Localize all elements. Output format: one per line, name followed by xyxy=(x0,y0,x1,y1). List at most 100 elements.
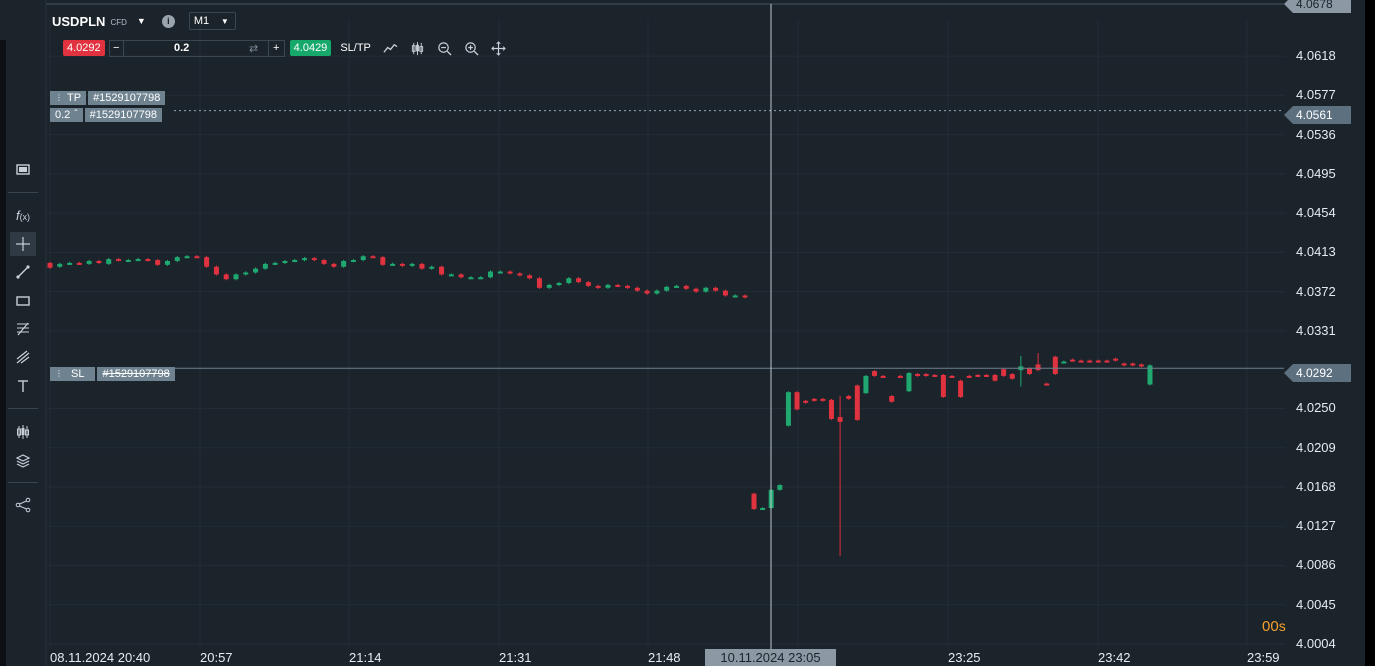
drag-handle-icon: ⋮ xyxy=(55,93,63,102)
price-axis-label: 4.0004 xyxy=(1296,636,1336,651)
pitchfork-icon[interactable] xyxy=(10,345,36,369)
share-icon[interactable] xyxy=(10,493,36,517)
swap-icon[interactable]: ⇄ xyxy=(249,42,259,55)
chart-type-icon[interactable] xyxy=(10,158,36,182)
candle xyxy=(135,259,141,262)
quantity-decrease-button[interactable]: − xyxy=(110,40,124,56)
timeframe-select[interactable]: M1 ▼ xyxy=(188,12,236,30)
sell-button[interactable]: 4.0292 xyxy=(63,40,105,56)
candle xyxy=(1009,373,1015,379)
trade-panel: 4.0292 − 0.2 ⇄ + 4.0429 SL/TP xyxy=(63,39,506,57)
candle xyxy=(811,398,817,401)
price-axis-label: 4.0413 xyxy=(1296,244,1336,260)
candle xyxy=(145,259,151,262)
symbol-name[interactable]: USDPLN xyxy=(52,13,106,29)
crosshair-price-tag: 4.0678 xyxy=(1284,0,1351,13)
rectangle-icon[interactable] xyxy=(10,289,36,313)
drawing-toolbar: f(x) xyxy=(6,150,38,530)
candle xyxy=(331,263,337,267)
buy-button[interactable]: 4.0429 xyxy=(289,40,332,56)
quantity-input[interactable]: 0.2 xyxy=(174,42,190,54)
candle xyxy=(57,263,63,267)
current-price: 4.0292 xyxy=(1296,366,1333,380)
sl-label: ⋮ SL xyxy=(50,367,96,381)
candle xyxy=(311,258,317,261)
time-axis-label: 21:31 xyxy=(499,650,532,665)
position-quantity: 0.2 ˆ xyxy=(50,108,83,122)
crosshair-time-label: 10.11.2024 23:05 xyxy=(705,649,836,666)
time-axis-label: 23:42 xyxy=(1098,650,1131,665)
candle xyxy=(67,262,73,265)
trendline-icon[interactable] xyxy=(10,260,36,284)
candle xyxy=(96,261,102,263)
chevron-up-icon[interactable]: ˆ xyxy=(74,109,78,120)
candle xyxy=(932,374,938,377)
move-icon[interactable] xyxy=(491,40,506,56)
crosshair-icon[interactable] xyxy=(10,232,36,256)
candle xyxy=(253,268,259,273)
time-axis-label: 20:57 xyxy=(200,650,233,665)
line-chart-icon[interactable] xyxy=(383,41,398,56)
info-icon[interactable]: i xyxy=(161,14,175,28)
position-tag[interactable]: 0.2 ˆ #1529107798 xyxy=(50,108,162,122)
candle xyxy=(751,493,757,509)
candle xyxy=(390,263,396,266)
candle xyxy=(302,258,308,261)
candle xyxy=(527,275,533,279)
candle xyxy=(1147,365,1153,385)
price-axis-label: 4.0454 xyxy=(1296,205,1336,221)
candle-countdown: 00s xyxy=(1262,618,1286,635)
candle xyxy=(458,274,464,278)
candle xyxy=(713,287,719,291)
candle xyxy=(292,260,298,263)
candle xyxy=(517,273,523,276)
candle xyxy=(889,396,895,402)
candle xyxy=(164,261,170,265)
zoom-in-icon[interactable] xyxy=(464,41,479,56)
price-axis-label: 4.0209 xyxy=(1296,439,1336,455)
price-axis-label: 4.0127 xyxy=(1296,518,1336,534)
candle xyxy=(380,257,386,265)
quantity-stepper[interactable]: − 0.2 ⇄ + xyxy=(108,39,285,57)
toolbar-divider xyxy=(8,192,38,193)
candle xyxy=(350,260,356,263)
candle xyxy=(605,284,611,288)
indicators-icon[interactable]: f(x) xyxy=(15,207,31,223)
position-price: 4.0561 xyxy=(1296,108,1333,122)
crosshair-price: 4.0678 xyxy=(1296,0,1333,11)
candle xyxy=(975,374,981,377)
candle xyxy=(86,261,92,264)
sl-tp-button[interactable]: SL/TP xyxy=(340,42,371,54)
candle xyxy=(272,262,278,265)
candle xyxy=(906,373,912,392)
symbol-header: USDPLN CFD ▼ i M1 ▼ xyxy=(52,11,236,31)
symbol-type: CFD xyxy=(110,17,127,27)
candle xyxy=(595,285,601,288)
text-icon[interactable] xyxy=(10,374,36,398)
candle xyxy=(1087,360,1093,363)
price-axis-label: 4.0372 xyxy=(1296,283,1336,299)
candle xyxy=(341,261,347,267)
price-axis-label: 4.0536 xyxy=(1296,126,1336,142)
current-price-tag: 4.0292 xyxy=(1284,364,1351,382)
candle xyxy=(923,373,929,376)
countdown-unit: s xyxy=(1278,618,1286,634)
candle xyxy=(399,263,405,266)
candle xyxy=(233,274,239,280)
candles-toggle-icon[interactable] xyxy=(10,420,36,444)
fibonacci-icon[interactable] xyxy=(10,317,36,341)
time-axis-label: 08.11.2024 20:40 xyxy=(50,650,151,665)
quantity-increase-button[interactable]: + xyxy=(267,40,284,56)
candle xyxy=(1026,368,1032,374)
candle xyxy=(1121,363,1127,366)
candles-icon[interactable] xyxy=(410,41,425,56)
countdown-value: 00 xyxy=(1262,618,1279,635)
zoom-out-icon[interactable] xyxy=(437,41,452,56)
take-profit-tag[interactable]: ⋮ TP #1529107798 xyxy=(50,91,166,105)
layers-icon[interactable] xyxy=(10,449,36,473)
candle xyxy=(625,285,631,288)
symbol-dropdown-icon[interactable]: ▼ xyxy=(136,16,146,26)
stop-loss-tag[interactable]: ⋮ SL #1529107798 xyxy=(50,367,175,381)
